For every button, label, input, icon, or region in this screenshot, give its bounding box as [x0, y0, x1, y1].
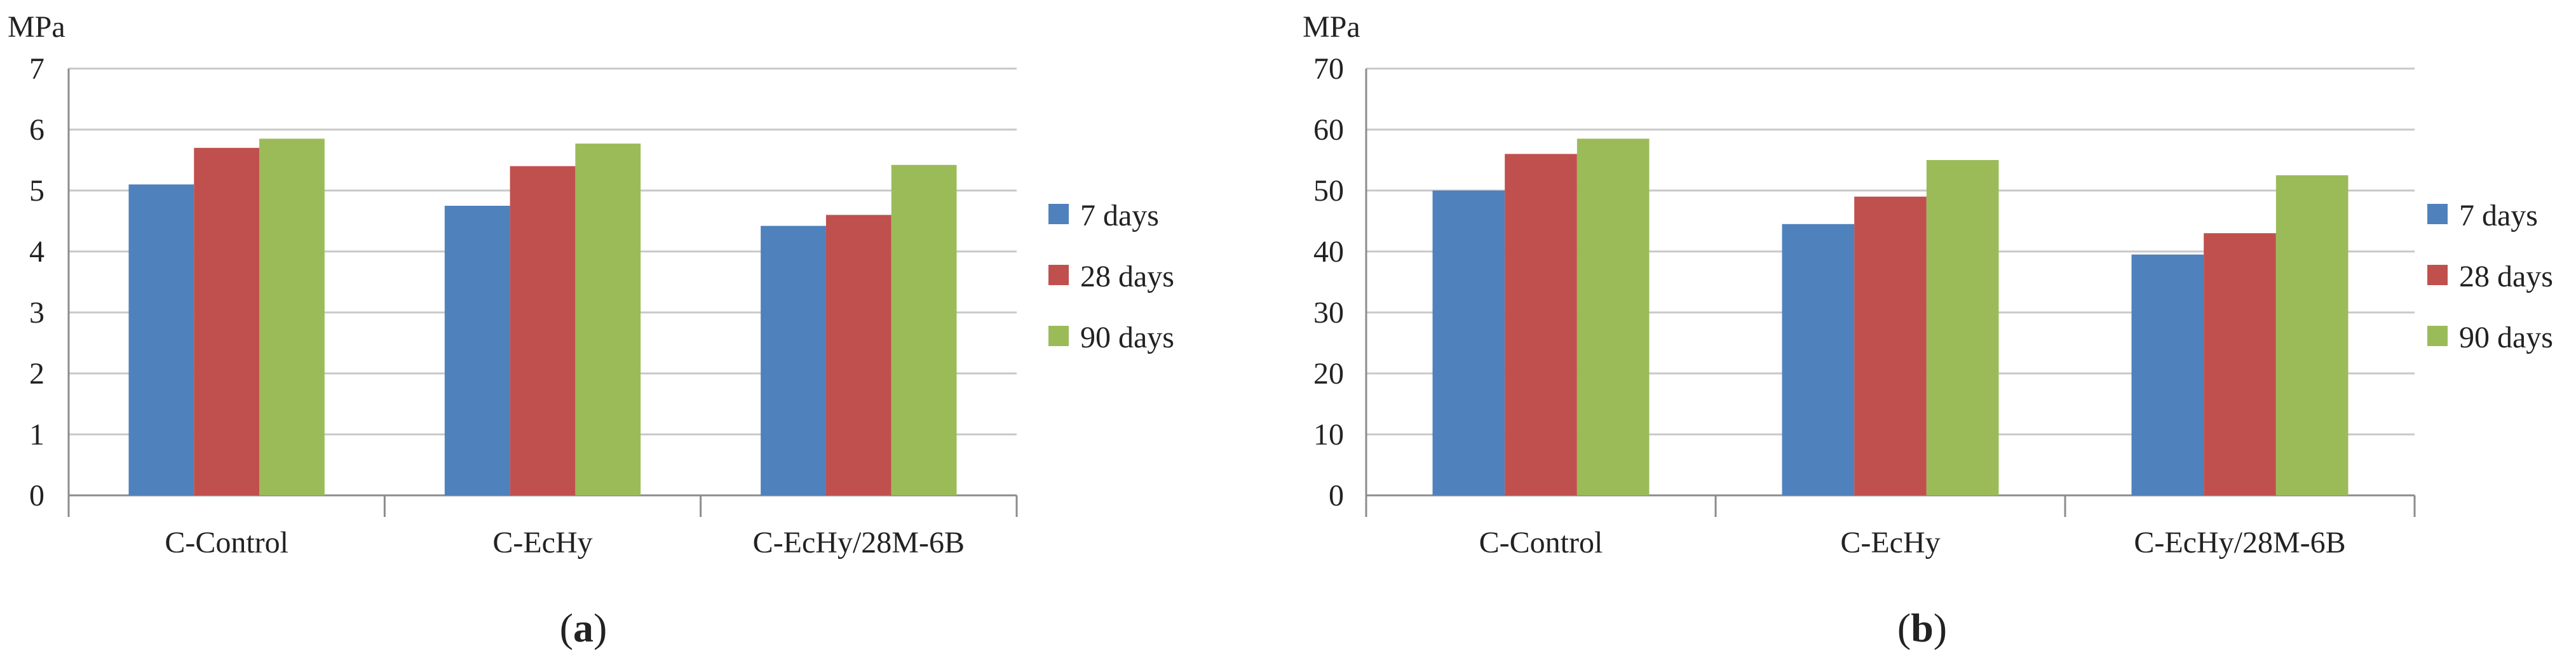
panel-label-letter: a — [573, 605, 593, 650]
bar-90-days-3 — [891, 164, 957, 495]
legend-label: 90 days — [2459, 321, 2553, 354]
y-unit-label: MPa — [8, 10, 65, 44]
legend-label: 7 days — [1080, 199, 1159, 232]
panel-label-open: ( — [560, 605, 573, 650]
x-category-label: C-Control — [1479, 526, 1603, 559]
bar-28-days-1 — [1505, 154, 1577, 495]
y-tick-label: 10 — [1313, 418, 1344, 452]
legend-swatch — [1048, 265, 1069, 285]
legend-swatch — [1048, 204, 1069, 224]
bar-7-days-1 — [128, 184, 194, 495]
y-tick-label: 50 — [1313, 174, 1344, 208]
legend-label: 90 days — [1080, 321, 1174, 354]
bar-90-days-2 — [575, 144, 641, 495]
panel-label-close: ) — [1934, 605, 1947, 650]
bar-28-days-3 — [2204, 233, 2276, 495]
bar-28-days-2 — [1854, 196, 1927, 495]
x-category-label: C-EcHy — [492, 526, 592, 559]
y-tick-label: 70 — [1313, 52, 1344, 86]
bar-7-days-3 — [2131, 254, 2204, 495]
legend-label: 28 days — [1080, 260, 1174, 293]
legend-swatch — [1048, 326, 1069, 346]
bar-90-days-3 — [2275, 175, 2349, 495]
bar-90-days-2 — [1926, 160, 1999, 495]
y-tick-label: 5 — [29, 174, 44, 208]
bar-90-days-1 — [1576, 138, 1650, 495]
y-tick-label: 1 — [29, 418, 44, 452]
y-tick-label: 7 — [29, 52, 44, 86]
bar-7-days-2 — [444, 206, 510, 495]
bar-7-days-3 — [761, 225, 826, 495]
y-tick-label: 40 — [1313, 235, 1344, 269]
y-tick-label: 6 — [29, 113, 44, 147]
y-tick-label: 2 — [29, 357, 44, 391]
bar-28-days-1 — [194, 147, 260, 496]
y-tick-label: 0 — [29, 479, 44, 513]
y-tick-label: 4 — [29, 235, 44, 269]
chart-panel-b: 0 10 20 30 40 50 60 70 C-Control C-EcHy C-EcHy/28M… — [1303, 10, 2553, 650]
legend-label: 28 days — [2459, 260, 2553, 293]
y-tick-label: 20 — [1313, 357, 1344, 391]
y-tick-label: 0 — [1329, 479, 1344, 513]
legend: 7 days 28 days 90 days — [1048, 199, 1174, 354]
x-category-label: C-Control — [165, 526, 288, 559]
y-unit-label: MPa — [1303, 10, 1360, 44]
x-category-label: C-EcHy — [1840, 526, 1940, 559]
x-category-label: C-EcHy/28M-6B — [2134, 526, 2345, 559]
legend: 7 days 28 days 90 days — [2427, 199, 2553, 354]
y-tick-label: 60 — [1313, 113, 1344, 147]
bar-7-days-2 — [1782, 224, 1855, 495]
panel-label-letter: b — [1911, 605, 1934, 650]
chart-panel-a: 0 1 2 3 4 5 6 7 C-Control C-EcHy C-EcHy/28M-6B MPa 7… — [8, 10, 1174, 650]
legend-label: 7 days — [2459, 199, 2538, 232]
y-tick-label: 3 — [29, 296, 44, 330]
legend-swatch — [2427, 265, 2448, 285]
bar-28-days-2 — [510, 166, 576, 496]
x-category-label: C-EcHy/28M-6B — [753, 526, 965, 559]
bar-7-days-1 — [1432, 191, 1505, 495]
bar-90-days-1 — [259, 138, 325, 495]
panel-label-close: ) — [593, 605, 607, 650]
bar-28-days-3 — [825, 215, 891, 495]
legend-swatch — [2427, 326, 2448, 346]
y-tick-label: 30 — [1313, 296, 1344, 330]
panel-label-open: ( — [1897, 605, 1911, 650]
panel-label: (a) — [560, 605, 607, 650]
panel-label: (b) — [1897, 605, 1947, 650]
legend-swatch — [2427, 204, 2448, 224]
